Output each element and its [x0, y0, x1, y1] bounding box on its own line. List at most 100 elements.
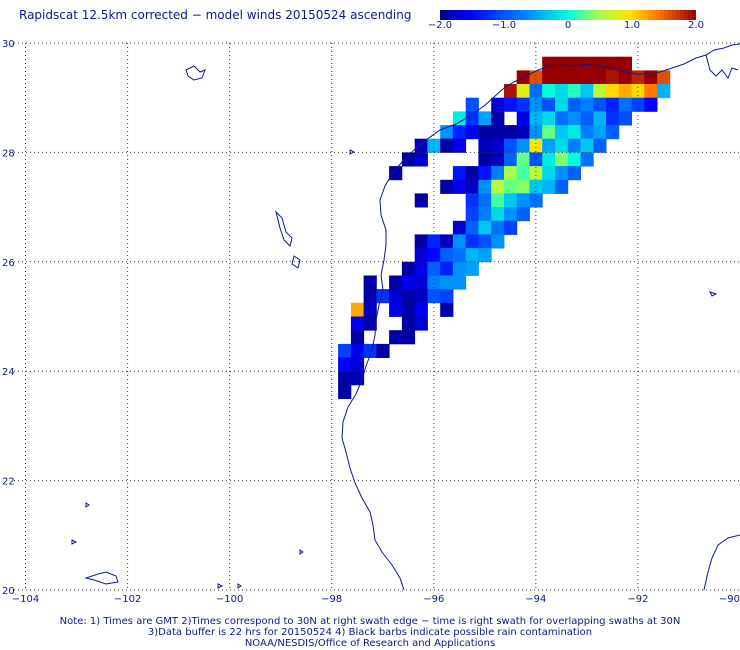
- wind-cell: [555, 179, 569, 194]
- wind-cell: [350, 343, 365, 358]
- colorbar-segment: [684, 10, 689, 20]
- wind-cell: [593, 111, 607, 126]
- wind-cell: [414, 316, 428, 331]
- wind-cell: [440, 179, 454, 194]
- wind-cell: [401, 152, 416, 167]
- wind-cell: [606, 84, 620, 99]
- wind-cell: [555, 111, 569, 126]
- wind-cell: [427, 138, 441, 153]
- wind-cell: [567, 97, 581, 112]
- wind-cell: [516, 152, 530, 167]
- colorbar-segment: [440, 10, 445, 20]
- colorbar-segment: [568, 10, 573, 20]
- wind-cell: [414, 152, 428, 167]
- colorbar-segment: [452, 10, 457, 20]
- wind-cell: [516, 97, 530, 112]
- wind-cell: [465, 193, 479, 208]
- wind-cell: [657, 84, 671, 99]
- wind-cell: [542, 84, 556, 99]
- colorbar-segment: [488, 10, 493, 20]
- wind-cell: [555, 97, 569, 112]
- wind-cell: [618, 84, 632, 99]
- colorbar-segment: [604, 10, 609, 20]
- colorbar-segment: [564, 10, 569, 20]
- wind-cell: [516, 207, 530, 222]
- wind-cell: [580, 84, 594, 99]
- colorbar-segment: [584, 10, 589, 20]
- wind-cells: [338, 56, 671, 399]
- colorbar-segment: [676, 10, 681, 20]
- wind-cell: [452, 166, 467, 181]
- wind-cell: [338, 343, 352, 358]
- wind-cell: [542, 70, 556, 85]
- colorbar-segment: [492, 10, 497, 20]
- wind-cell: [478, 179, 492, 194]
- wind-cell: [363, 275, 377, 290]
- wind-cell: [644, 84, 658, 99]
- lat-tick-label: 30: [2, 39, 15, 50]
- wind-cell: [363, 289, 377, 304]
- wind-cell: [593, 97, 607, 112]
- colorbar-label: 0: [564, 20, 572, 31]
- lake-1: [185, 65, 206, 81]
- wind-cell: [389, 302, 403, 317]
- wind-cell: [491, 179, 505, 194]
- lat-tick-label: 24: [2, 367, 15, 378]
- wind-cell: [414, 261, 428, 276]
- colorbar-label: −2.0: [427, 20, 453, 31]
- wind-cell: [516, 84, 530, 99]
- gulf-coastline: [341, 43, 740, 591]
- island-2: [85, 502, 90, 508]
- colorbar-segment: [648, 10, 653, 20]
- note-line-2: 3)Data buffer is 22 hrs for 20150524 4) …: [147, 627, 593, 638]
- colorbar-segment: [628, 10, 633, 20]
- wind-cell: [504, 125, 518, 140]
- colorbar-segment: [572, 10, 577, 20]
- wind-cell: [631, 70, 645, 85]
- wind-cell: [555, 166, 569, 181]
- island-1: [709, 291, 718, 297]
- colorbar-segment: [640, 10, 645, 20]
- colorbar-segment: [540, 10, 545, 20]
- axis-ticks: −104 −102 −100 −98 −96 −94 −92 −90 30 28 26 24 22 20: [2, 39, 740, 605]
- wind-cell: [414, 289, 428, 304]
- wind-cell: [389, 289, 403, 304]
- wind-cell: [606, 97, 620, 112]
- wind-cell: [516, 166, 530, 181]
- wind-cell: [414, 138, 428, 153]
- wind-cell: [465, 234, 479, 249]
- wind-cell: [414, 302, 428, 317]
- colorbar-segment: [664, 10, 669, 20]
- wind-cell: [542, 179, 556, 194]
- colorbar-segment: [656, 10, 661, 20]
- lon-tick-label: −90: [719, 594, 740, 605]
- wind-cell: [618, 97, 632, 112]
- wind-cell: [440, 289, 454, 304]
- wind-cell: [338, 357, 352, 372]
- wind-cell: [516, 125, 530, 140]
- wind-cell: [567, 138, 581, 153]
- wind-cell: [567, 84, 581, 99]
- colorbar-segment: [456, 10, 461, 20]
- wind-cell: [401, 316, 416, 331]
- wind-cell: [440, 261, 454, 276]
- wind-cell: [606, 70, 620, 85]
- map-title: Rapidscat 12.5km corrected − model winds…: [19, 8, 412, 22]
- wind-cell: [376, 289, 390, 304]
- colorbar-segment: [516, 10, 521, 20]
- colorbar-segment: [580, 10, 585, 20]
- wind-cell: [580, 97, 594, 112]
- wind-cell: [465, 179, 479, 194]
- wind-cell: [401, 261, 416, 276]
- note-line-3: NOAA/NESDIS/Office of Research and Appli…: [244, 638, 496, 649]
- wind-cell: [542, 138, 556, 153]
- wind-cell: [555, 125, 569, 140]
- wind-cell: [440, 302, 454, 317]
- wind-cell: [529, 111, 543, 126]
- colorbar-segment: [484, 10, 489, 20]
- wind-cell: [567, 111, 581, 126]
- wind-cell: [478, 207, 492, 222]
- wind-cell: [567, 152, 581, 167]
- wind-cell: [350, 357, 365, 372]
- wind-cell: [516, 111, 530, 126]
